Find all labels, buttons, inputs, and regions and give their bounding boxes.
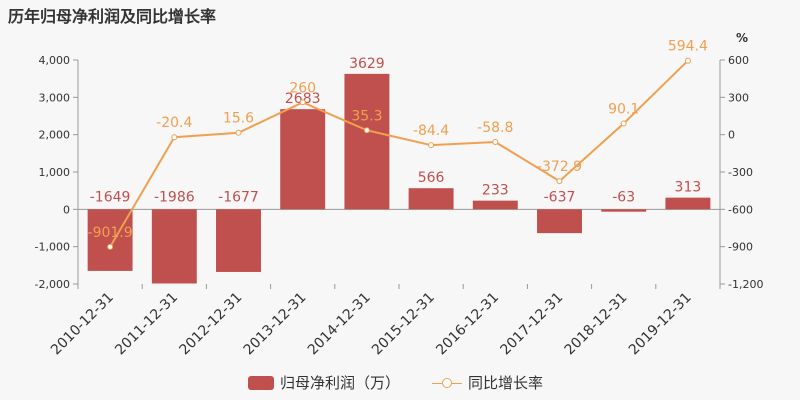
right-tick-label: -900 [728, 241, 753, 254]
left-tick-label: 4,000 [39, 54, 71, 67]
left-tick-label: 0 [63, 203, 70, 216]
x-tick-label: 2019-12-31 [626, 290, 695, 359]
profit-bar-label: -1677 [218, 189, 259, 205]
right-tick-label: -600 [728, 203, 753, 216]
legend-item-profit[interactable]: 归母净利润（万） [248, 372, 400, 393]
legend-label-growth: 同比增长率 [468, 374, 544, 392]
growth-point [363, 127, 370, 134]
profit-bar [408, 188, 454, 210]
right-tick-label: -300 [728, 166, 753, 179]
x-tick-label: 2016-12-31 [433, 290, 502, 359]
growth-point-label: -901.9 [88, 225, 133, 241]
x-tick-label: 2011-12-31 [112, 290, 181, 359]
x-tick-label: 2010-12-31 [48, 290, 117, 359]
growth-point [428, 142, 435, 149]
left-tick-label: -2,000 [35, 278, 70, 291]
growth-point-label: -372.9 [537, 159, 582, 175]
profit-bar-label: 313 [675, 180, 702, 196]
growth-point-label: -20.4 [156, 115, 192, 131]
profit-bar [665, 197, 711, 210]
profit-bar-label: 3629 [349, 56, 385, 72]
profit-bar-label: 2683 [285, 91, 321, 107]
growth-point [107, 243, 114, 250]
legend-line-swatch [432, 376, 462, 390]
profit-bar [151, 209, 197, 284]
growth-point [171, 134, 178, 141]
x-tick-label: 2014-12-31 [305, 290, 374, 359]
growth-point-label: -84.4 [413, 123, 449, 139]
chart-title: 历年归母净利润及同比增长率 [8, 7, 217, 26]
profit-bar [344, 73, 390, 210]
growth-point [684, 57, 691, 64]
growth-point-label: 35.3 [351, 108, 382, 124]
growth-point-label: -58.8 [477, 120, 513, 136]
chart-legend: 归母净利润（万） 同比增长率 [0, 372, 800, 396]
growth-point-label: 15.6 [223, 111, 254, 127]
profit-bar-label: -63 [612, 189, 635, 205]
growth-point [492, 138, 499, 145]
growth-point-label: 260 [289, 80, 316, 96]
profit-bar [216, 209, 261, 272]
profit-bar-label: 566 [418, 170, 445, 186]
x-tick-label: 2018-12-31 [562, 290, 631, 359]
legend-label-profit: 归母净利润（万） [280, 374, 401, 392]
growth-line [109, 59, 689, 248]
left-tick-label: 3,000 [39, 91, 71, 104]
profit-bar-label: -637 [544, 189, 576, 205]
x-tick-label: 2012-12-31 [176, 290, 245, 359]
profit-bar-label: -1986 [154, 189, 195, 205]
right-tick-label: 600 [728, 54, 749, 67]
profit-bar [537, 209, 582, 234]
left-tick-label: 2,000 [39, 129, 71, 142]
growth-point-label: 594.4 [668, 39, 708, 55]
right-axis-unit: % [736, 31, 748, 45]
legend-item-growth[interactable]: 同比增长率 [432, 372, 543, 393]
right-tick-label: 0 [728, 129, 735, 142]
growth-point [620, 120, 627, 127]
x-tick-label: 2015-12-31 [369, 290, 438, 359]
right-tick-label: -1,200 [728, 278, 763, 291]
growth-point-label: 90.1 [608, 101, 639, 117]
left-tick-label: 1,000 [39, 166, 71, 179]
x-tick-label: 2017-12-31 [497, 290, 566, 359]
growth-point [556, 178, 563, 185]
growth-point [235, 129, 242, 136]
profit-bar [601, 209, 647, 212]
left-tick-label: -1,000 [35, 241, 70, 254]
right-tick-label: 300 [728, 91, 749, 104]
profit-bar [280, 109, 326, 210]
profit-bar-label: 233 [482, 183, 509, 199]
profit-bar [472, 200, 518, 210]
x-tick-label: 2013-12-31 [241, 290, 310, 359]
growth-point [299, 99, 306, 106]
legend-bar-swatch [248, 375, 274, 390]
profit-bar-label: -1649 [90, 189, 131, 205]
